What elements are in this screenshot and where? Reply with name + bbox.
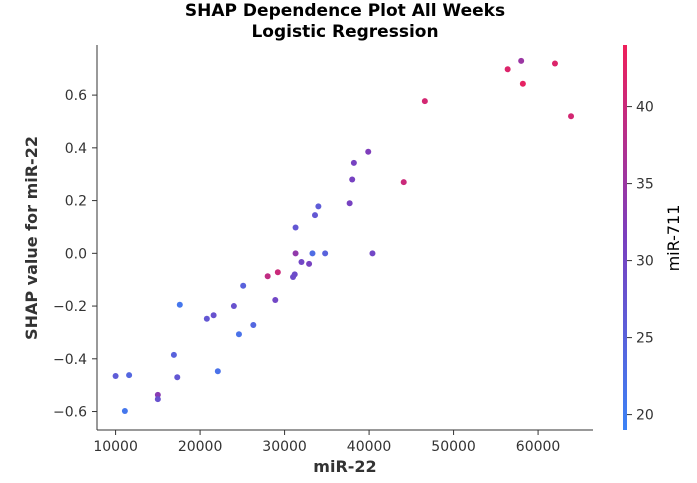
scatter-point <box>121 408 128 415</box>
y-tick-label: −0.6 <box>53 405 87 421</box>
scatter-point <box>230 303 237 310</box>
colorbar-tick-label: 25 <box>636 331 654 347</box>
x-tick-label: 40000 <box>347 439 392 455</box>
scatter-point <box>568 113 575 120</box>
colorbar-tick-label: 35 <box>636 177 654 193</box>
scatter-point <box>240 282 247 289</box>
scatter-points <box>112 57 575 415</box>
scatter-point <box>346 200 353 207</box>
scatter-point <box>176 301 183 308</box>
y-tick-label: 0.2 <box>65 194 87 210</box>
y-axis-label: SHAP value for miR-22 <box>22 136 41 340</box>
x-tick-label: 10000 <box>93 439 138 455</box>
colorbar-tick-label: 20 <box>636 408 654 424</box>
scatter-point <box>292 250 299 257</box>
x-tick-label: 50000 <box>431 439 476 455</box>
colorbar <box>623 45 627 430</box>
scatter-point <box>274 269 281 276</box>
colorbar-tick-label: 30 <box>636 254 654 270</box>
y-ticks: −0.6 −0.4 −0.2 0.0 0.2 0.4 0.6 <box>53 88 97 421</box>
scatter-point <box>400 179 407 186</box>
scatter-point <box>306 260 313 267</box>
y-tick-label: 0.6 <box>65 88 87 104</box>
scatter-point <box>309 250 316 257</box>
chart-subtitle: Logistic Regression <box>251 22 438 42</box>
scatter-point <box>519 80 526 87</box>
y-tick-label: 0.4 <box>65 141 87 157</box>
scatter-point <box>170 351 177 358</box>
scatter-point <box>214 368 221 375</box>
y-tick-label: −0.4 <box>53 352 87 368</box>
scatter-point <box>154 396 161 403</box>
x-ticks: 10000 20000 30000 40000 50000 60000 <box>93 430 560 455</box>
scatter-point <box>421 98 428 105</box>
x-tick-label: 30000 <box>262 439 307 455</box>
scatter-point <box>264 273 271 280</box>
scatter-point <box>235 331 242 338</box>
scatter-point <box>518 57 525 64</box>
colorbar-label: miR-711 <box>664 205 683 272</box>
scatter-point <box>210 312 217 319</box>
scatter-point <box>349 176 356 183</box>
scatter-point <box>504 66 511 73</box>
scatter-point <box>350 159 357 166</box>
y-tick-label: 0.0 <box>65 246 87 262</box>
scatter-point <box>369 250 376 257</box>
scatter-point <box>312 212 319 219</box>
scatter-point <box>315 203 322 210</box>
colorbar-ticks: 20 25 30 35 40 <box>627 100 654 424</box>
scatter-point <box>292 224 299 231</box>
scatter-point <box>291 271 298 278</box>
x-tick-label: 20000 <box>178 439 223 455</box>
scatter-point <box>272 296 279 303</box>
scatter-point <box>365 148 372 155</box>
scatter-point <box>174 374 181 381</box>
x-axis-label: miR-22 <box>313 457 376 476</box>
scatter-point <box>112 372 119 379</box>
scatter-point <box>126 372 133 379</box>
scatter-point <box>551 60 558 67</box>
x-tick-label: 60000 <box>516 439 561 455</box>
scatter-point <box>250 322 257 329</box>
scatter-point <box>203 315 210 322</box>
chart-title: SHAP Dependence Plot All Weeks <box>185 1 505 21</box>
scatter-point <box>322 250 329 257</box>
y-tick-label: −0.2 <box>53 299 87 315</box>
scatter-point <box>298 259 305 266</box>
colorbar-tick-label: 40 <box>636 100 654 116</box>
scatter-point <box>154 391 161 398</box>
